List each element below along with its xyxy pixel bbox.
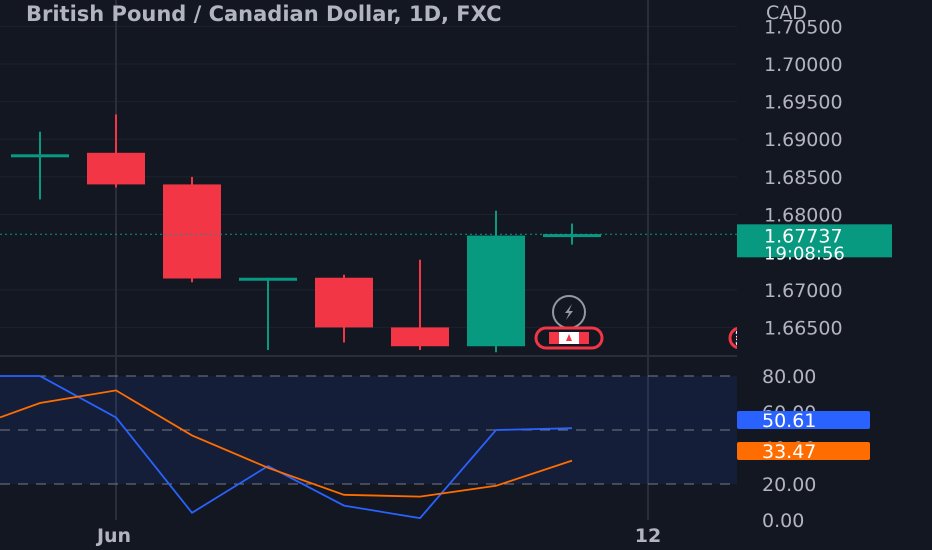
canada-flag-icon [534,326,604,350]
price-tick-label: 1.69500 [764,92,843,114]
osc-value-badge [737,442,870,460]
grid-layer [0,0,932,520]
price-tick-label: 1.69000 [764,129,843,151]
price-tick-label: 1.70000 [764,54,843,76]
candles-layer [0,114,737,353]
stoch-line [0,389,573,498]
osc-value-badge [737,411,870,429]
osc-tick-label: 20.00 [762,474,816,496]
candle-body [11,154,69,158]
price-tick-label: 1.66500 [764,317,843,339]
flag-right-band [579,332,589,344]
price-tick-label: 1.68500 [764,167,843,189]
price-tick-label: 1.67000 [764,280,843,302]
candle-body [239,277,297,281]
osc-tick-label: 0.00 [762,510,804,532]
osc-value-label: 33.47 [762,441,816,463]
chart-title: British Pound / Canadian Dollar, 1D, FXC [26,2,502,26]
currency-label: CAD [766,2,807,24]
osc-tick-label: 80.00 [762,366,816,388]
lightning-bolt [565,304,573,320]
candle-body [543,234,601,238]
osc-value-label: 50.61 [762,410,816,432]
last-price-badge [737,224,892,258]
stoch-line [0,375,573,520]
candle-body [467,235,525,347]
candle-body [391,327,449,347]
price-tick-label: 1.68000 [764,205,843,227]
price-tick-label: 1.70500 [764,16,843,38]
candle-body [87,152,145,185]
flag-leaf [566,334,572,341]
candle-body [163,184,221,279]
time-tick-label: Jun [95,525,131,547]
price-axis-background [737,0,932,550]
time-tick-label: 12 [635,525,661,547]
last-price-value: 1.67737 [764,225,843,247]
countdown-timer: 19:08:56 [764,243,845,264]
candle-body [315,277,373,328]
flag-left-band [549,332,559,344]
lightning-icon [552,295,586,329]
oscillator-layer [0,375,573,520]
